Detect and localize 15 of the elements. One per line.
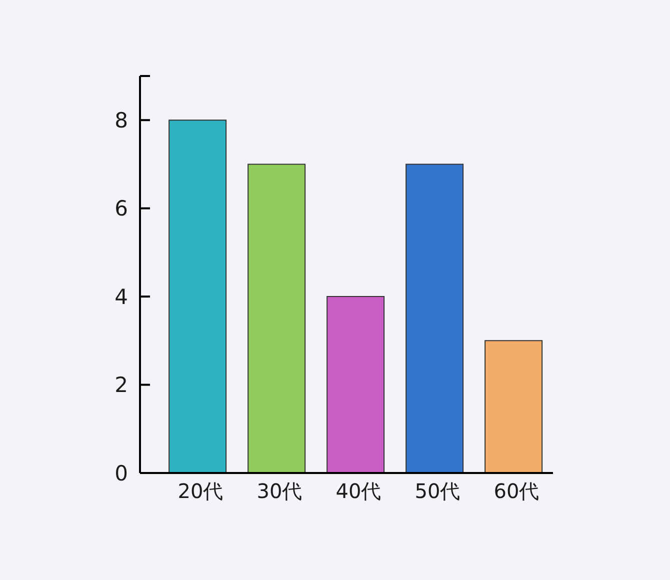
x-tick-label: 60代	[494, 479, 540, 503]
bar	[484, 340, 543, 473]
x-tick-label: 50代	[414, 479, 460, 503]
y-tick-label: 0	[114, 461, 128, 486]
bar	[326, 296, 385, 473]
y-tick-label: 2	[114, 373, 128, 398]
bar	[168, 120, 227, 473]
y-tick-label: 8	[114, 108, 128, 132]
bar	[406, 164, 464, 473]
x-tick-label: 40代	[336, 479, 382, 503]
y-tick-label: 4	[114, 284, 128, 309]
bar	[248, 164, 306, 473]
y-tick-label: 6	[114, 196, 128, 221]
x-tick-label: 20代	[178, 479, 224, 503]
x-tick-label: 30代	[256, 479, 302, 503]
